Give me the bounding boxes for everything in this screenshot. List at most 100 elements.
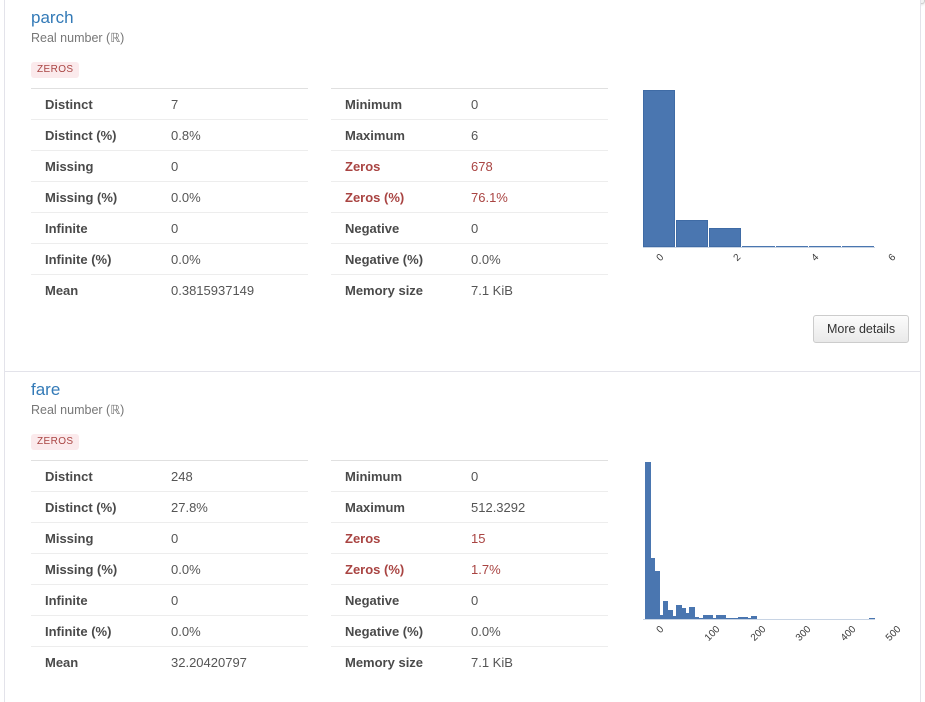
stat-label: Missing — [45, 531, 94, 546]
table-row: Missing 0 — [31, 150, 308, 182]
histogram-bar — [645, 462, 651, 619]
histogram-bar — [729, 618, 735, 619]
stat-value: 0.0% — [171, 562, 201, 577]
stat-label: Maximum — [345, 128, 405, 143]
stat-label: Negative — [345, 593, 400, 608]
alert-badge-row: ZEROS — [31, 59, 894, 78]
variable-name[interactable]: fare — [31, 380, 61, 399]
histogram-bar — [711, 618, 718, 619]
histogram-bar — [738, 617, 744, 619]
histogram-x-axis-labels: 0 100 200 300 400 500 — [643, 620, 904, 658]
alert-badge-row: ZEROS — [31, 431, 894, 450]
table-row: Minimum 0 — [331, 88, 608, 120]
stat-label: Zeros — [345, 531, 381, 546]
histogram-bar — [680, 607, 687, 619]
table-row: Distinct (%) 0.8% — [31, 119, 308, 151]
stat-value: 0.0% — [471, 252, 501, 267]
stats-column-left: Distinct 248 Distinct (%) 27.8% Missing … — [31, 460, 308, 677]
stat-value: 1.7% — [471, 562, 501, 577]
stat-value: 6 — [471, 128, 479, 143]
table-row: Zeros 15 — [331, 522, 608, 554]
table-row: Infinite 0 — [31, 584, 308, 616]
histogram-bar — [746, 618, 753, 619]
stat-label: Distinct (%) — [45, 128, 117, 143]
more-details-button[interactable]: More details — [813, 315, 910, 343]
histogram-fare: 0 100 200 300 400 500 — [623, 460, 904, 660]
status-badge-zeros: ZEROS — [31, 434, 80, 450]
table-row: Distinct (%) 27.8% — [31, 491, 308, 523]
stat-label: Missing (%) — [45, 562, 118, 577]
stat-value: 512.3292 — [471, 500, 526, 515]
axis-tick-label: 0 — [654, 624, 667, 636]
histogram-bar — [733, 618, 740, 619]
variable-panel-parch: parch Real number (ℝ) ZEROS Distinct 7 — [4, 0, 921, 372]
histogram-bar — [707, 615, 713, 619]
histogram-bar — [649, 558, 656, 619]
statistics-tables: Distinct 7 Distinct (%) 0.8% Missing 0 — [31, 88, 894, 305]
table-row: Zeros (%) 76.1% — [331, 181, 608, 213]
table-row: Zeros 678 — [331, 150, 608, 182]
table-row: Minimum 0 — [331, 460, 608, 492]
stats-column-right: Minimum 0 Maximum 512.3292 Zeros 15 — [331, 460, 608, 677]
stat-label: Negative (%) — [345, 252, 424, 267]
stats-table-left: Distinct 7 Distinct (%) 0.8% Missing 0 — [31, 88, 308, 305]
stat-value: 0 — [471, 593, 479, 608]
table-row: Infinite (%) 0.0% — [31, 243, 308, 275]
variable-type: Real number (ℝ) — [31, 31, 125, 45]
stat-label: Zeros — [345, 159, 381, 174]
histogram-bar — [724, 618, 731, 619]
histogram-bar — [693, 617, 700, 619]
histogram-bar — [720, 614, 726, 619]
stats-table-right: Minimum 0 Maximum 6 Zeros 678 — [331, 88, 608, 305]
stat-value: 0 — [171, 221, 179, 236]
stat-label: Minimum — [345, 469, 403, 484]
histogram-bar — [684, 613, 691, 619]
table-row: Infinite (%) 0.0% — [31, 615, 308, 647]
table-row: Memory size 7.1 KiB — [331, 646, 608, 678]
stat-label: Zeros (%) — [345, 190, 405, 205]
stat-value: 7.1 KiB — [471, 283, 513, 298]
histogram-x-axis-labels: 0 2 4 6 — [643, 248, 899, 286]
table-row: Distinct 248 — [31, 460, 308, 492]
histogram-bar — [715, 614, 722, 619]
stat-label: Infinite — [45, 221, 88, 236]
variable-name[interactable]: parch — [31, 8, 74, 27]
axis-tick-label: 300 — [793, 624, 814, 644]
stat-label: Missing (%) — [45, 190, 118, 205]
table-row: Maximum 512.3292 — [331, 491, 608, 523]
stat-value: 0 — [171, 531, 179, 546]
histogram-bar — [643, 90, 676, 247]
stat-label: Infinite (%) — [45, 252, 112, 267]
stat-value: 0 — [171, 159, 179, 174]
histogram-bar — [676, 219, 709, 247]
histogram-bar — [654, 570, 660, 619]
histogram-bar — [676, 605, 682, 619]
histogram-bar — [658, 615, 664, 619]
table-row: Negative (%) 0.0% — [331, 243, 608, 275]
histogram-bar — [808, 245, 841, 247]
stat-value: 0.0% — [171, 624, 201, 639]
table-row: Zeros (%) 1.7% — [331, 553, 608, 585]
table-row: Infinite 0 — [31, 212, 308, 244]
table-row: Negative 0 — [331, 212, 608, 244]
axis-tick-label: 500 — [884, 624, 904, 644]
stats-column-left: Distinct 7 Distinct (%) 0.8% Missing 0 — [31, 88, 308, 305]
table-row: Negative (%) 0.0% — [331, 615, 608, 647]
table-row: Missing (%) 0.0% — [31, 181, 308, 213]
statistics-tables: Distinct 248 Distinct (%) 27.8% Missing … — [31, 460, 894, 677]
axis-tick-label: 6 — [886, 252, 899, 264]
variable-panel-fare: fare Real number (ℝ) ZEROS Distinct 248 — [4, 372, 921, 702]
stat-value: 15 — [471, 531, 486, 546]
stat-value: 0.8% — [171, 128, 201, 143]
stat-label: Maximum — [345, 500, 405, 515]
table-row: Missing (%) 0.0% — [31, 553, 308, 585]
histogram-bar — [775, 246, 808, 247]
stat-value: 0 — [171, 593, 179, 608]
stat-value: 248 — [171, 469, 193, 484]
table-row: Mean 32.20420797 — [31, 646, 308, 678]
stats-table-right: Minimum 0 Maximum 512.3292 Zeros 15 — [331, 460, 608, 677]
stat-label: Zeros (%) — [345, 562, 405, 577]
histogram-bar — [667, 609, 673, 619]
stat-label: Infinite — [45, 593, 88, 608]
stat-label: Distinct — [45, 469, 93, 484]
